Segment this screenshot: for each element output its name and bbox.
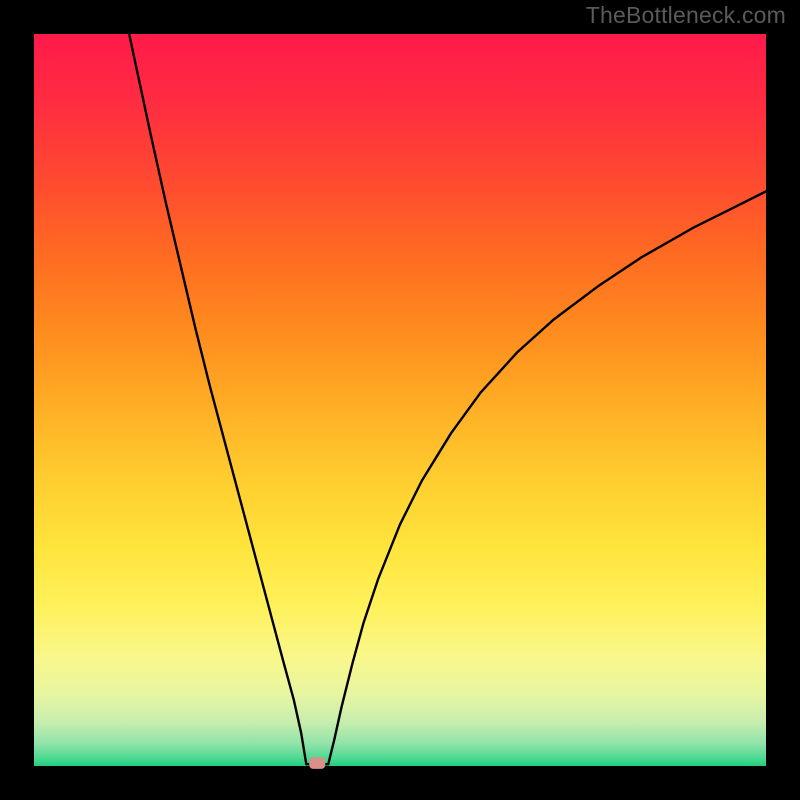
chart-container: TheBottleneck.com (0, 0, 800, 800)
minimum-marker (309, 757, 325, 769)
watermark-label: TheBottleneck.com (586, 2, 786, 29)
plot-area (34, 34, 766, 766)
bottleneck-chart (0, 0, 800, 800)
